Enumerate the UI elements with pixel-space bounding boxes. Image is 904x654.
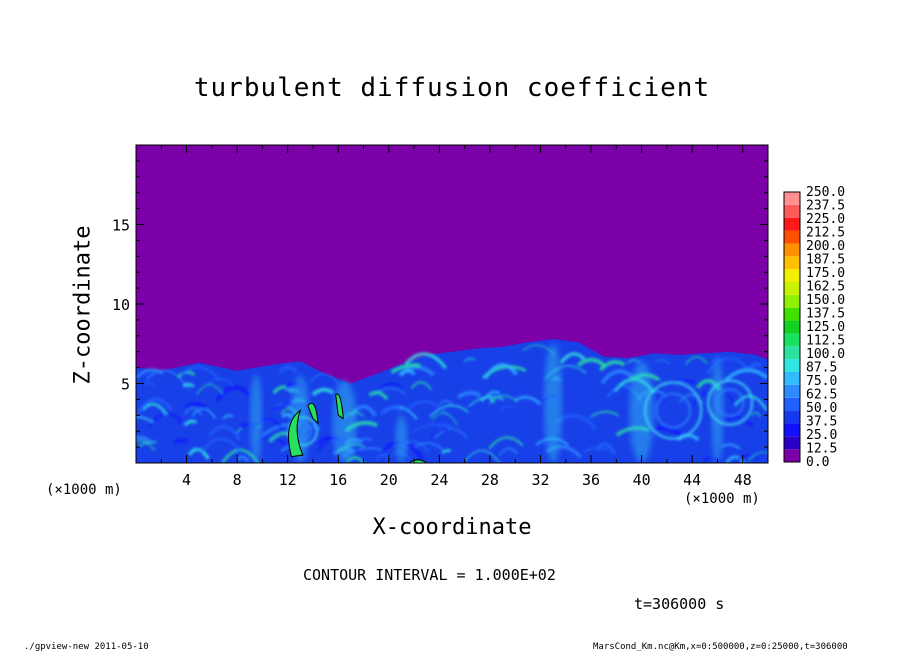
x-unit-label-right: (×1000 m) [684,491,760,507]
colorbar-label: 100.0 [806,347,845,362]
x-tick-label: 20 [380,471,398,489]
colorbar-swatch [784,307,800,321]
colorbar-label: 87.5 [806,361,837,376]
colorbar-label: 50.0 [806,401,837,416]
colorbar-label: 25.0 [806,428,837,443]
x-axis-label: X-coordinate [372,515,532,540]
colorbar-frame [783,191,801,463]
footer-right-text: MarsCond_Km.nc@Km,x=0:500000,z=0:25000,t… [593,642,848,652]
colorbar-swatch [784,230,800,244]
colorbar-swatch [784,372,800,385]
x-tick-label: 12 [279,471,297,489]
contour-100-region [288,393,428,463]
x-tick-label: 44 [683,471,701,489]
x-tick-label: 28 [481,471,499,489]
time-text: t=306000 s [634,595,725,613]
x-tick-label: 24 [430,471,448,489]
colorbar-swatch [784,359,800,372]
colorbar-label: 137.5 [806,307,845,322]
colorbar-label: 200.0 [806,239,845,254]
colorbar-label: 225.0 [806,212,845,227]
x-tick-label: 48 [734,471,752,489]
colorbar-swatch [784,397,800,411]
colorbar-label: 125.0 [806,320,845,335]
colorbar-label: 250.0 [806,185,845,200]
colorbar-swatch [784,423,800,437]
colorbar-label: 62.5 [806,388,837,403]
y-tick-label: 15 [112,217,130,235]
colorbar-swatch [784,282,800,295]
colorbar-swatch [784,294,800,308]
colorbar-label: 12.5 [806,442,837,457]
colorbar-label: 237.5 [806,199,845,214]
y-tick-label: 10 [112,296,130,314]
colorbar-swatch [784,320,800,334]
x-tick-label: 16 [329,471,347,489]
colorbar-swatch [784,217,800,231]
x-tick-label: 4 [182,471,191,489]
colorbar-label: 37.5 [806,415,837,430]
colorbar-swatch [784,243,800,257]
x-tick-label: 40 [633,471,651,489]
colorbar-swatch [784,192,800,205]
colorbar-label: 0.0 [806,455,829,470]
x-tick-label: 32 [531,471,549,489]
colorbar-label: 75.0 [806,374,837,389]
colorbar-label: 112.5 [806,334,845,349]
x-unit-label-left: (×1000 m) [46,482,122,498]
colorbar-swatch [784,410,800,424]
contour-interval-text: CONTOUR INTERVAL = 1.000E+02 [303,566,556,584]
colorbar-label: 150.0 [806,293,845,308]
colorbar-swatch [784,436,800,450]
colorbar-swatch [784,269,800,282]
colorbar-swatch [784,333,800,347]
x-tick-label: 8 [233,471,242,489]
colorbar-swatch [784,256,800,270]
x-tick-label: 36 [582,471,600,489]
colorbar-swatch [784,204,800,218]
colorbar-swatch [784,449,800,462]
y-axis-label: Z-coordinate [70,225,96,385]
colorbar-swatch [784,384,800,398]
colorbar-label: 162.5 [806,280,845,295]
chart-title: turbulent diffusion coefficient [193,73,711,103]
y-tick-label: 5 [121,376,130,394]
footer-left-text: ./gpview-new 2011-05-10 [24,642,149,652]
colorbar-label: 175.0 [806,266,845,281]
colorbar-label: 212.5 [806,226,845,241]
colorbar-swatch [784,346,800,360]
colorbar-label: 187.5 [806,253,845,268]
